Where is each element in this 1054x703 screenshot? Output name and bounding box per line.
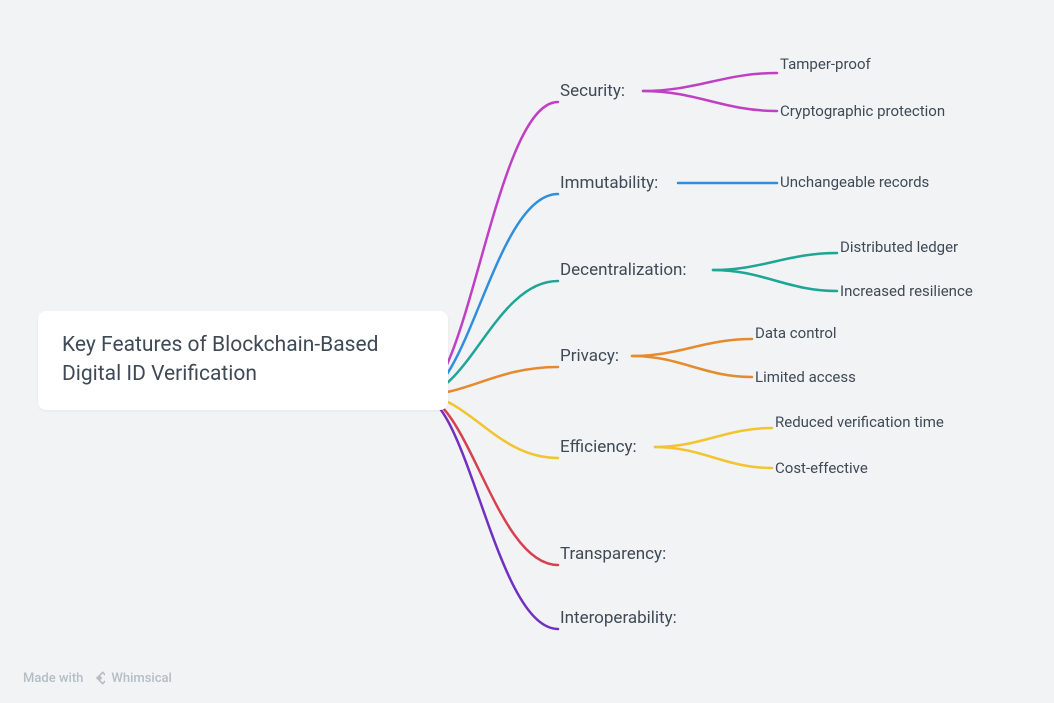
leaf-decentralization-1: Increased resilience bbox=[840, 282, 973, 300]
watermark: Made with Whimsical bbox=[23, 670, 172, 686]
watermark-prefix: Made with bbox=[23, 671, 83, 686]
whimsical-icon bbox=[89, 670, 105, 686]
leaf-privacy-1: Limited access bbox=[755, 368, 856, 386]
edge-security-child-0 bbox=[643, 73, 777, 91]
edge-privacy-child-0 bbox=[632, 339, 752, 356]
branch-efficiency: Efficiency: bbox=[560, 437, 637, 457]
leaf-efficiency-1: Cost-effective bbox=[775, 459, 868, 477]
leaf-privacy-0: Data control bbox=[755, 324, 837, 342]
edge-transparency bbox=[420, 395, 558, 565]
branch-interoperability: Interoperability: bbox=[560, 608, 677, 628]
leaf-decentralization-0: Distributed ledger bbox=[840, 238, 958, 256]
root-node: Key Features of Blockchain-Based Digital… bbox=[38, 311, 448, 410]
branch-decentralization: Decentralization: bbox=[560, 260, 687, 280]
leaf-immutability-0: Unchangeable records bbox=[780, 173, 929, 191]
branch-security: Security: bbox=[560, 81, 625, 101]
root-title: Key Features of Blockchain-Based Digital… bbox=[62, 331, 424, 390]
edge-efficiency-child-0 bbox=[655, 428, 772, 447]
branch-transparency: Transparency: bbox=[560, 544, 666, 564]
branch-immutability: Immutability: bbox=[560, 173, 658, 193]
edge-privacy-child-1 bbox=[632, 356, 752, 377]
leaf-security-1: Cryptographic protection bbox=[780, 102, 945, 120]
edge-decentralization-child-0 bbox=[713, 253, 837, 270]
edge-efficiency-child-1 bbox=[655, 447, 772, 468]
leaf-efficiency-0: Reduced verification time bbox=[775, 413, 944, 431]
watermark-brand: Whimsical bbox=[111, 671, 171, 686]
edge-security-child-1 bbox=[643, 91, 777, 111]
leaf-security-0: Tamper-proof bbox=[780, 55, 871, 73]
branch-privacy: Privacy: bbox=[560, 346, 619, 366]
edge-decentralization-child-1 bbox=[713, 270, 837, 291]
